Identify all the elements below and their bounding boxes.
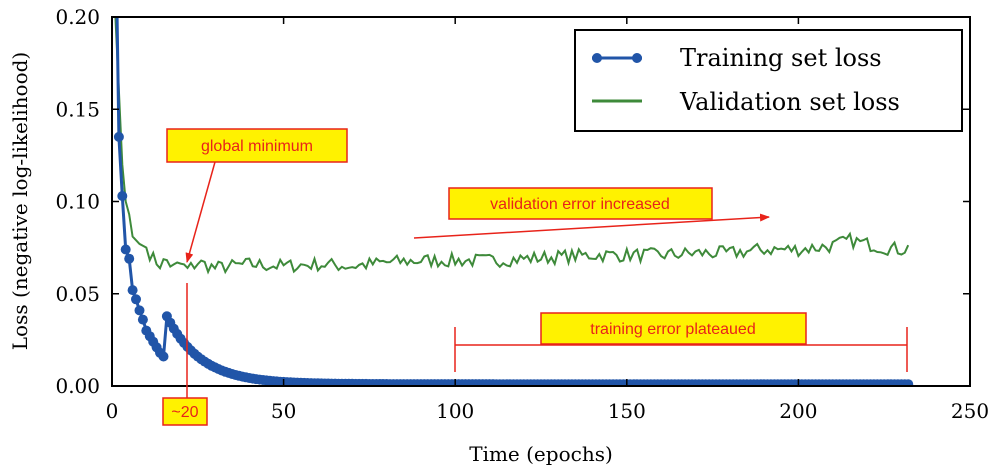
y-tick-label: 0.10 <box>55 190 100 214</box>
annotation-plateau: training error plateaued <box>454 312 908 372</box>
y-tick-label: 0.00 <box>55 374 100 398</box>
annotation-global-minimum-text: global minimum <box>201 138 313 155</box>
validation-series-line <box>114 17 910 275</box>
legend-box <box>574 29 963 132</box>
annotation-validation-arrow <box>413 213 770 239</box>
annotation-global-minimum: global minimum <box>166 128 348 263</box>
training-point <box>117 191 128 201</box>
legend: Training set loss Validation set loss <box>574 29 963 132</box>
annotation-validation-box <box>448 187 713 220</box>
annotation-min-epoch-box <box>162 397 208 426</box>
x-tick-label: 100 <box>436 399 474 423</box>
training-point <box>113 131 124 142</box>
x-tick-label: 150 <box>608 399 646 423</box>
training-point <box>137 314 148 325</box>
training-point <box>903 379 914 386</box>
y-tick-label: 0.15 <box>55 97 100 121</box>
y-axis-label: Loss (negative log-likelihood) <box>8 52 32 351</box>
y-tick-label: 0.05 <box>55 282 100 306</box>
y-tick-label: 0.20 <box>55 5 100 29</box>
annotation-plateau-text: training error plateaued <box>590 321 755 338</box>
annotation-plateau-box <box>540 312 807 345</box>
annotation-global-minimum-arrow <box>185 161 216 263</box>
legend-training-marker <box>592 53 602 63</box>
legend-training-marker <box>632 53 642 63</box>
x-tick-label: 200 <box>779 399 817 423</box>
annotation-validation-increase: validation error increased <box>413 187 770 239</box>
training-point <box>124 253 135 264</box>
legend-validation-label: Validation set loss <box>679 88 900 116</box>
annotation-min-epoch-text: ~20 <box>171 404 198 421</box>
training-point <box>131 294 141 305</box>
training-point <box>120 244 131 255</box>
annotation-global-minimum-box <box>166 128 348 163</box>
x-tick-label: 0 <box>106 399 119 423</box>
annotation-validation-text: validation error increased <box>490 196 670 213</box>
x-axis-label: Time (epochs) <box>469 442 613 466</box>
training-point <box>134 305 145 316</box>
legend-training-label: Training set loss <box>680 44 882 72</box>
training-point <box>127 285 138 296</box>
x-tick-label: 250 <box>951 399 989 423</box>
annotation-min-epoch: ~20 <box>162 283 208 426</box>
x-tick-label: 50 <box>271 399 296 423</box>
training-point <box>158 351 169 362</box>
